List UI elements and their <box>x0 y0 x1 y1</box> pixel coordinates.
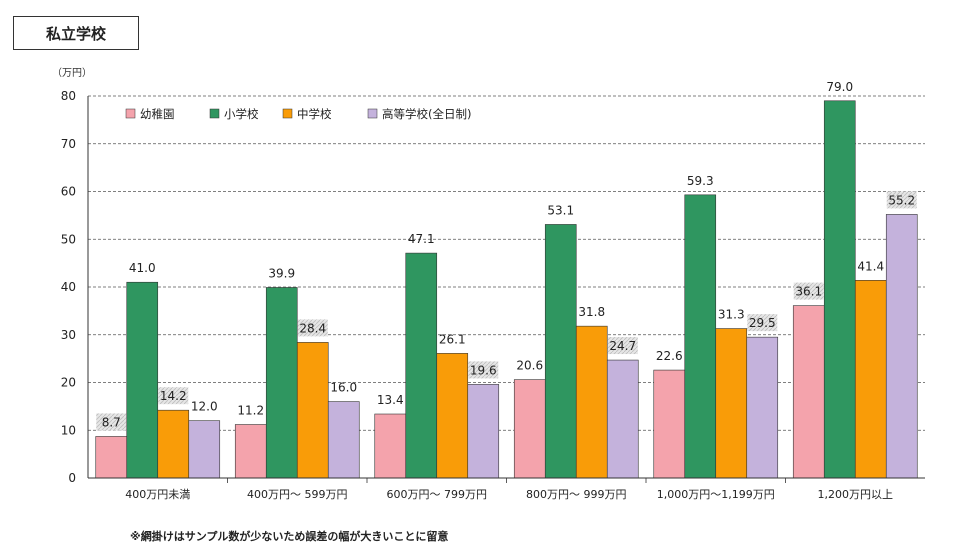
bar-2-2 <box>436 353 469 479</box>
bar-2-4 <box>715 328 748 479</box>
y-tick-label: 60 <box>61 185 76 199</box>
data-label: 55.2 <box>888 193 915 207</box>
bar-2-5 <box>854 280 887 479</box>
data-label: 13.4 <box>377 393 404 407</box>
bar-3-1 <box>327 401 360 479</box>
data-label: 22.6 <box>656 349 683 363</box>
bar-2-0 <box>157 409 190 479</box>
legend-label: 小学校 <box>224 107 259 121</box>
legend-swatch <box>125 108 136 119</box>
legend-label: 幼稚園 <box>140 107 175 121</box>
legend-swatch <box>209 108 220 119</box>
y-tick-label: 40 <box>61 280 76 294</box>
y-tick-label: 10 <box>61 423 76 437</box>
bar-3-5 <box>885 214 918 479</box>
data-label-hatch <box>96 413 127 431</box>
bar-0-4 <box>653 369 686 479</box>
y-tick-label: 50 <box>61 232 76 246</box>
data-label: 59.3 <box>687 174 714 188</box>
data-label: 24.7 <box>609 339 636 353</box>
data-label: 19.6 <box>470 363 497 377</box>
data-label: 53.1 <box>547 203 574 217</box>
bar-1-5 <box>823 100 856 479</box>
bar-1-4 <box>684 194 717 479</box>
data-label: 20.6 <box>516 359 543 373</box>
bar-0-5 <box>792 305 825 479</box>
y-tick-label: 70 <box>61 137 76 151</box>
bar-0-3 <box>513 379 546 479</box>
bar-3-0 <box>188 420 221 479</box>
data-labels: 8.7 41.0 14.2 12.0 11.2 39.9 28.4 16.0 13.4 47.1 2… <box>96 80 917 431</box>
data-label: 12.0 <box>191 400 218 414</box>
data-label: 31.8 <box>578 305 605 319</box>
x-tick-label: 400万円～ 599万円 <box>247 488 348 501</box>
data-label: 26.1 <box>439 332 466 346</box>
y-tick-label: 20 <box>61 376 76 390</box>
x-tick-label: 1,200万円以上 <box>818 488 894 501</box>
x-tick-label: 1,000万円～1,199万円 <box>657 488 775 501</box>
footnote: ※網掛けはサンプル数が少ないため誤差の幅が大きいことに留意 <box>130 530 449 543</box>
data-label: 41.0 <box>129 261 156 275</box>
chart-title: 私立学校 <box>13 16 139 50</box>
data-label-hatch <box>747 314 778 332</box>
data-label-hatch <box>886 191 917 209</box>
data-label-hatch <box>158 387 189 405</box>
legend-swatch <box>282 108 293 119</box>
data-label: 29.5 <box>749 316 776 330</box>
bar-2-3 <box>575 325 608 479</box>
gridlines <box>88 95 925 431</box>
data-label: 8.7 <box>102 415 121 429</box>
legend: 幼稚園 小学校 中学校 高等学校(全日制) <box>125 107 471 121</box>
x-tick-label: 400万円未満 <box>125 488 190 501</box>
bar-0-0 <box>95 436 128 479</box>
y-tick-label: 80 <box>61 89 76 103</box>
data-label-hatch <box>793 282 824 300</box>
data-label: 11.2 <box>237 404 264 418</box>
bar-3-4 <box>746 336 779 479</box>
data-label: 31.3 <box>718 308 745 322</box>
bar-1-0 <box>126 281 159 479</box>
y-tick-label: 0 <box>68 471 76 485</box>
bar-1-3 <box>544 224 577 479</box>
data-label: 16.0 <box>330 381 357 395</box>
legend-label: 高等学校(全日制) <box>382 107 471 121</box>
legend-swatch <box>367 108 378 119</box>
legend-label: 中学校 <box>297 107 332 121</box>
data-label-hatch <box>607 337 638 355</box>
y-tick-label: 30 <box>61 328 76 342</box>
data-label: 79.0 <box>826 80 853 94</box>
bar-0-2 <box>374 413 407 479</box>
data-label: 28.4 <box>299 321 326 335</box>
data-label: 47.1 <box>408 232 435 246</box>
bar-3-2 <box>467 384 500 479</box>
data-label: 36.1 <box>795 285 822 299</box>
bar-1-1 <box>265 287 298 479</box>
x-tick-label: 800万円～ 999万円 <box>526 488 627 501</box>
bars <box>95 100 918 479</box>
data-label: 39.9 <box>268 266 295 280</box>
bar-3-3 <box>606 359 639 479</box>
data-label: 14.2 <box>160 389 187 403</box>
x-tick-label: 600万円～ 799万円 <box>387 488 488 501</box>
bar-2-1 <box>296 342 329 479</box>
y-unit-label: （万円） <box>52 67 92 79</box>
data-label-hatch <box>297 319 328 337</box>
data-label: 41.4 <box>857 259 884 273</box>
data-label-hatch <box>468 361 499 379</box>
bar-0-1 <box>234 424 267 479</box>
axes: （万円） 0 10 20 30 40 50 60 70 80 400万円未満 400万円～ 599万円… <box>52 67 925 501</box>
bar-1-2 <box>405 252 438 479</box>
